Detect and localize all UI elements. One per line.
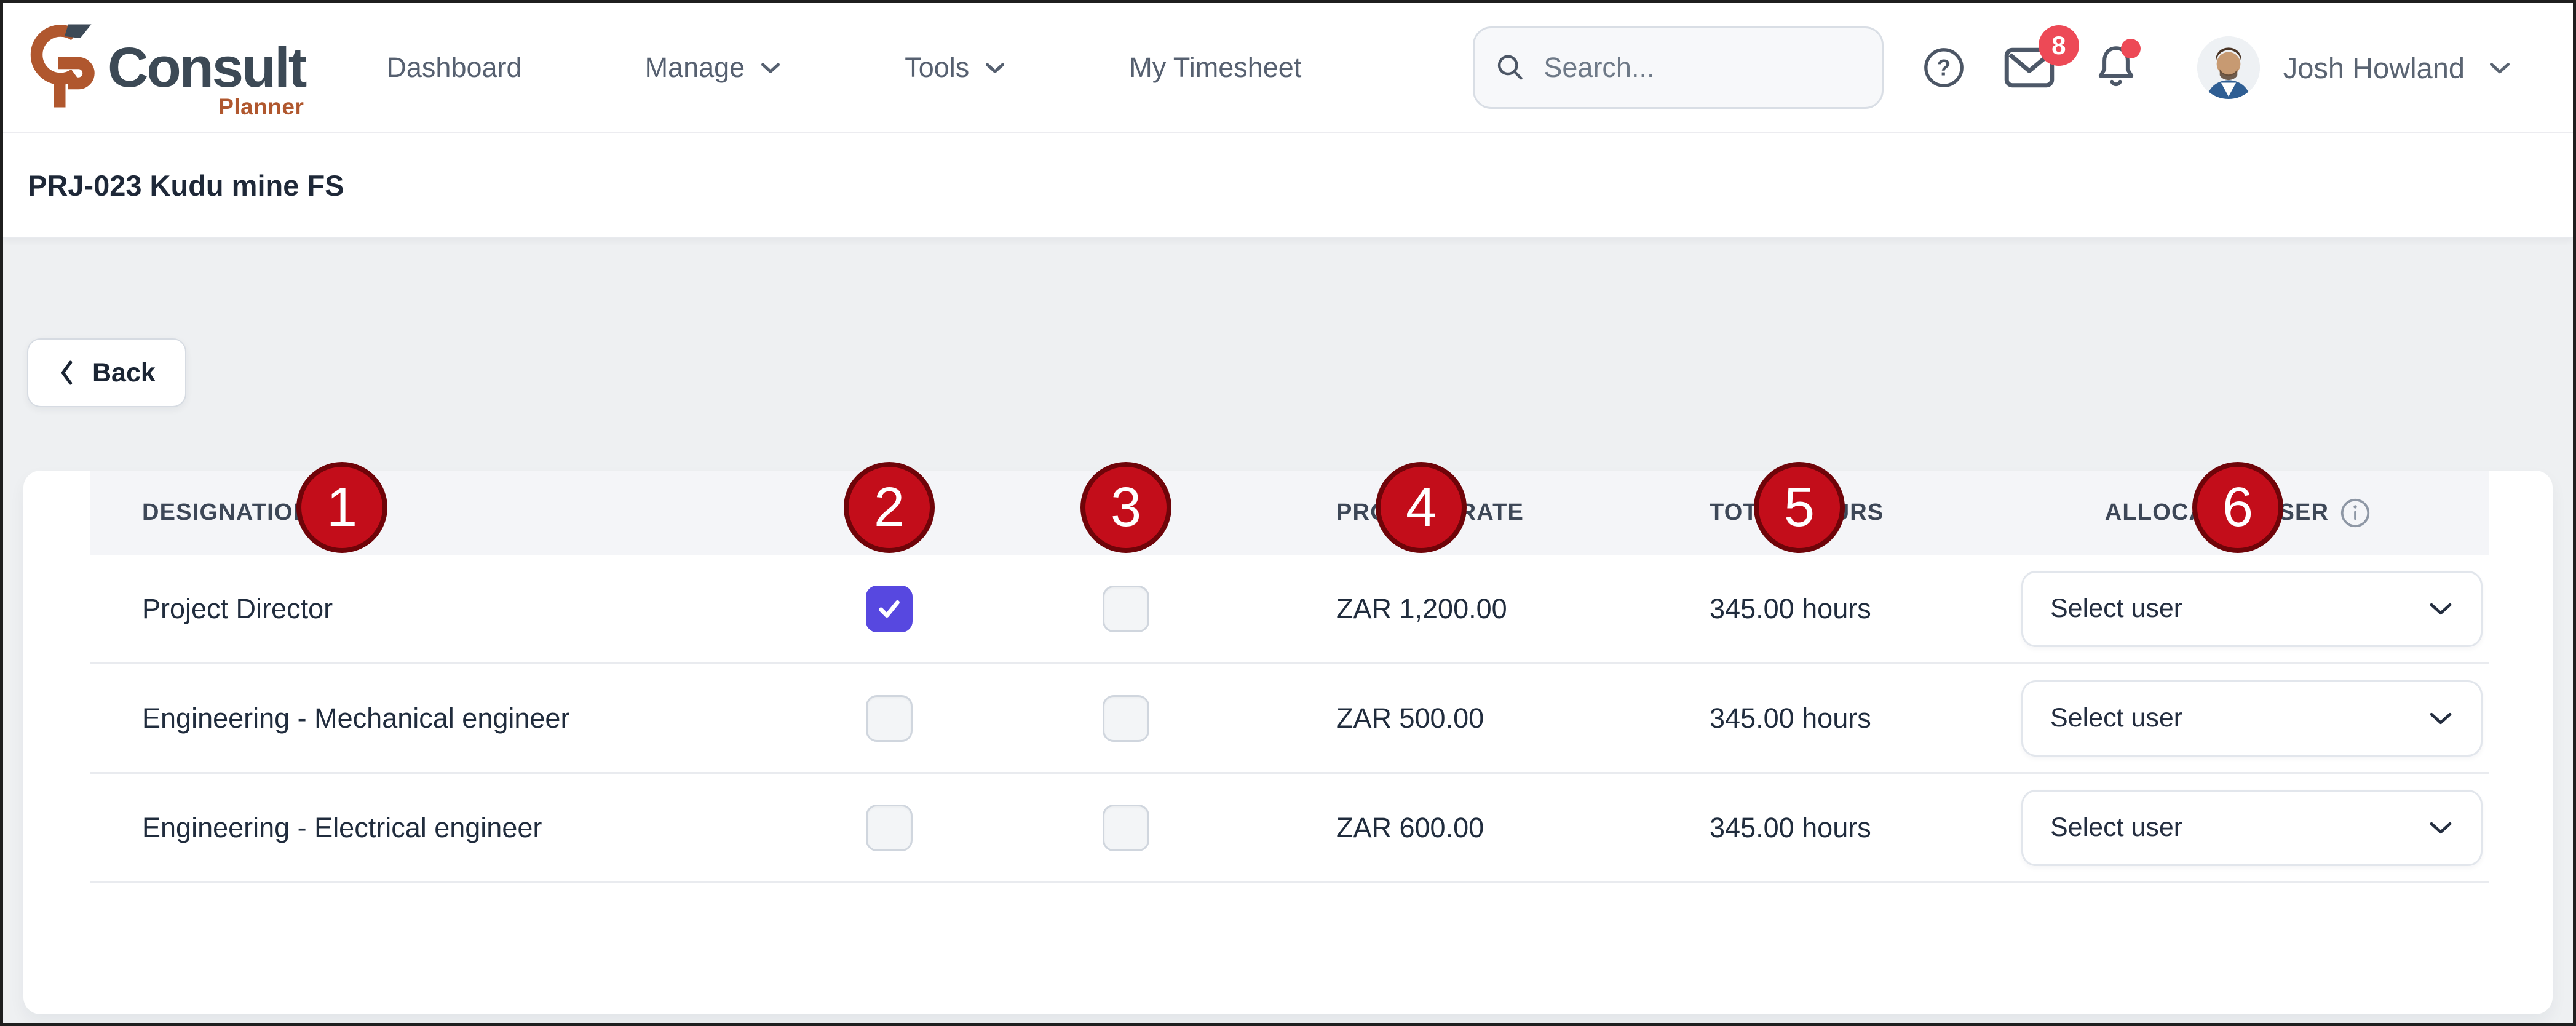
back-button[interactable]: Back [27,338,186,407]
page-content: Back 1 2 3 4 5 6 DESIGNATION PM [3,238,2573,1014]
annotation-marker-5: 5 [1754,462,1845,553]
page-title: PRJ-023 Kudu mine FS [28,169,344,202]
logo-monogram-icon [30,24,95,108]
pm-checkbox[interactable] [866,804,913,851]
designations-table: DESIGNATION PM HM [90,471,2489,883]
app-logo[interactable]: Consult Planner [26,22,307,118]
info-icon[interactable] [2340,498,2371,528]
annotation-marker-1: 1 [296,462,387,553]
table-row: Project Director [90,555,2489,664]
allocated-user-select[interactable]: Select user [2021,789,2483,866]
designation-label: Engineering - Electrical engineer [142,811,542,843]
table-header-row: DESIGNATION PM HM [90,471,2489,555]
brand-subtitle: Planner [218,94,304,119]
project-bar: PRJ-023 Kudu mine FS [3,133,2573,238]
hm-checkbox[interactable] [1103,694,1149,742]
designation-label: Project Director [142,592,333,624]
search-box [1472,26,1884,109]
user-menu[interactable]: Josh Howland [2197,36,2511,99]
help-button[interactable]: ? [1923,47,1965,89]
nav-item-dashboard[interactable]: Dashboard [386,52,522,83]
designation-label: Engineering - Mechanical engineer [142,702,570,734]
search-input[interactable] [1544,52,1861,84]
total-hours-value: 345.00 hours [1710,592,1871,624]
annotation-marker-3: 3 [1080,462,1171,553]
project-rate-value: ZAR 600.00 [1336,811,1484,843]
notifications-button[interactable] [2094,39,2141,92]
annotation-marker-4: 4 [1376,462,1467,553]
avatar [2197,36,2260,99]
topbar-icons: ? 8 [1923,25,2141,92]
annotation-marker-6: 6 [2192,462,2283,553]
chevron-down-icon [761,63,780,73]
brand-name: Consult [108,36,307,99]
allocated-user-select[interactable]: Select user [2021,680,2483,757]
hm-checkbox[interactable] [1103,585,1149,632]
pm-checkbox[interactable] [866,694,913,742]
project-rate-value: ZAR 500.00 [1336,702,1484,734]
svg-text:?: ? [1937,55,1951,80]
column-header-designation: DESIGNATION [142,499,311,525]
hm-checkbox[interactable] [1103,804,1149,851]
mail-icon [2004,47,2055,88]
main-nav: Dashboard Manage Tools My Timesheet [386,52,1301,84]
user-name: Josh Howland [2283,51,2465,84]
nav-item-manage[interactable]: Manage [645,52,782,84]
annotation-marker-2: 2 [844,462,935,553]
pm-checkbox[interactable] [866,585,913,632]
project-rate-value: ZAR 1,200.00 [1336,592,1507,624]
messages-count-badge: 8 [2038,25,2079,66]
table-row: Engineering - Mechanical engineer [90,664,2489,774]
chevron-down-icon [2489,63,2510,74]
total-hours-value: 345.00 hours [1710,811,1871,843]
allocation-card: 1 2 3 4 5 6 DESIGNATION PM [23,462,2553,1014]
notification-dot [2120,39,2141,58]
nav-item-my-timesheet[interactable]: My Timesheet [1129,52,1302,83]
allocated-user-select[interactable]: Select user [2021,570,2483,647]
search-icon [1497,55,1523,80]
brand-text: Consult Planner [108,36,307,118]
total-hours-value: 345.00 hours [1710,702,1871,734]
messages-button[interactable]: 8 [2003,25,2079,89]
chevron-down-icon [2430,603,2452,614]
nav-item-tools[interactable]: Tools [905,52,1006,84]
help-icon: ? [1924,48,1964,87]
top-nav-bar: Consult Planner Dashboard Manage Tools [3,3,2573,133]
chevron-down-icon [2430,712,2452,724]
chevron-down-icon [986,63,1005,73]
table-row: Engineering - Electrical engineer [90,774,2489,883]
chevron-down-icon [2430,822,2452,833]
chevron-left-icon [61,360,73,385]
